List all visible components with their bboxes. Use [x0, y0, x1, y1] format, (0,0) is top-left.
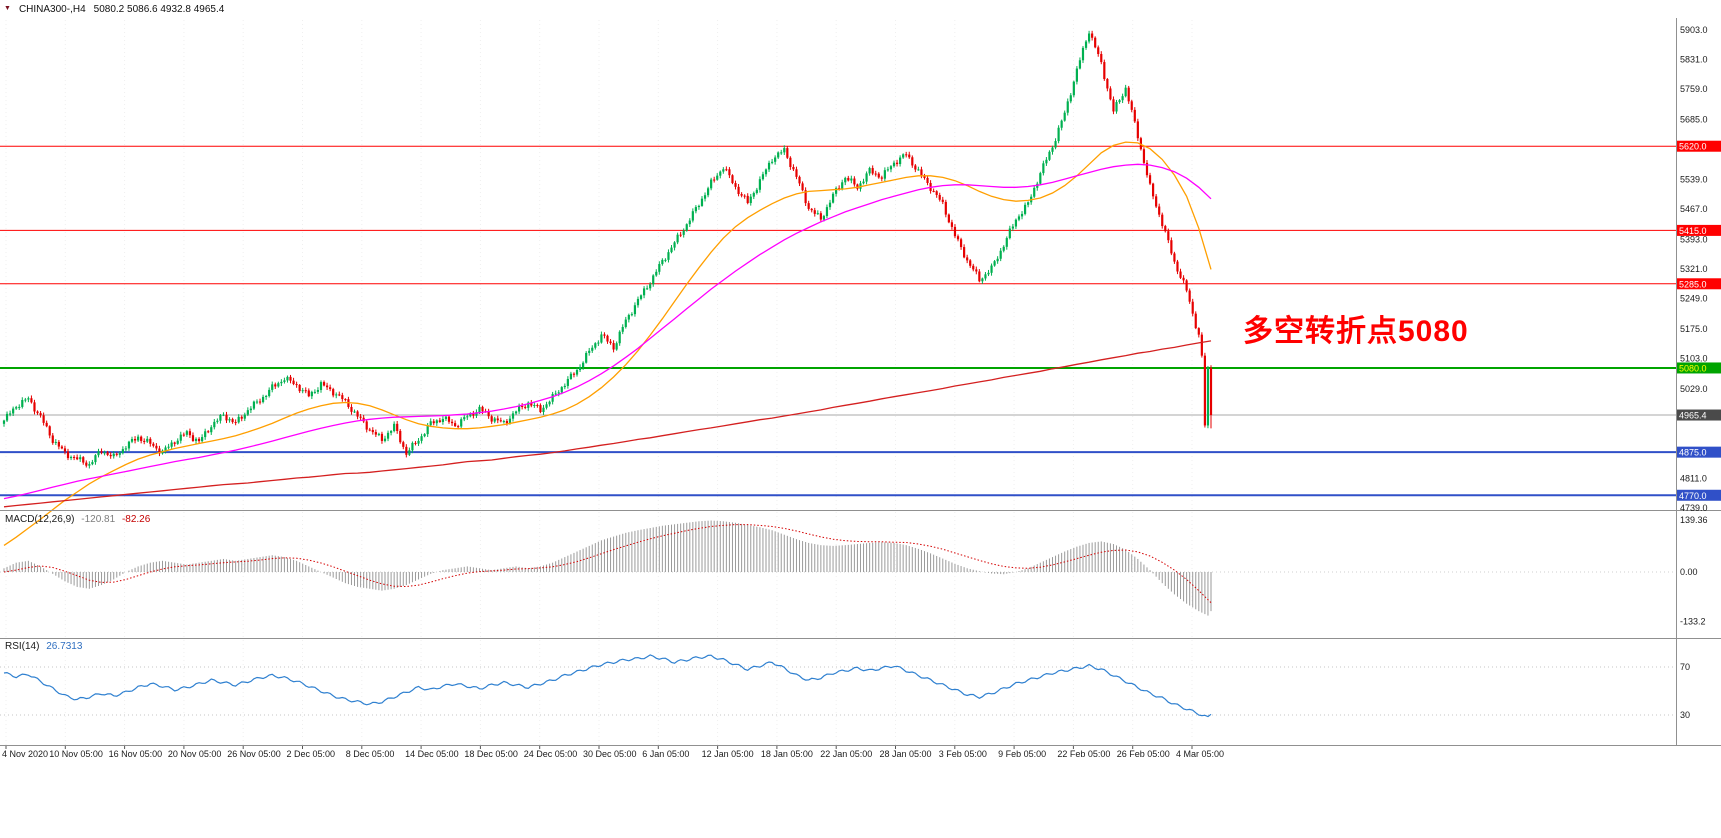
svg-text:16 Nov 05:00: 16 Nov 05:00 — [109, 749, 163, 759]
svg-text:5415.0: 5415.0 — [1679, 226, 1707, 236]
svg-text:6 Jan 05:00: 6 Jan 05:00 — [642, 749, 689, 759]
svg-text:12 Jan 05:00: 12 Jan 05:00 — [702, 749, 754, 759]
svg-text:18 Jan 05:00: 18 Jan 05:00 — [761, 749, 813, 759]
ma-mid — [3, 163, 1212, 500]
svg-text:0.00: 0.00 — [1680, 567, 1698, 577]
ma-slow — [3, 340, 1212, 508]
svg-text:30 Dec 05:00: 30 Dec 05:00 — [583, 749, 637, 759]
svg-text:30: 30 — [1680, 710, 1690, 720]
macd-hist-value: -120.81 — [81, 514, 116, 525]
svg-text:70: 70 — [1680, 662, 1690, 672]
price-axis: 5903.0 5831.0 5759.0 5685.0 5539.0 5467.0 5393… — [1677, 25, 1721, 720]
svg-text:22 Feb 05:00: 22 Feb 05:00 — [1057, 749, 1110, 759]
time-axis[interactable]: 4 Nov 2020 10 Nov 05:00 16 Nov 05:00 20 Nov… — [2, 746, 1224, 759]
svg-text:4811.0: 4811.0 — [1680, 473, 1707, 483]
svg-text:5249.0: 5249.0 — [1680, 294, 1708, 304]
macd-indicator-label: MACD(12,26,9) -120.81 -82.26 — [5, 514, 150, 525]
svg-text:3 Feb 05:00: 3 Feb 05:00 — [939, 749, 987, 759]
rsi-name: RSI(14) — [5, 641, 40, 652]
symbol-timeframe-label: CHINA300-,H4 — [18, 3, 86, 15]
rsi-value: 26.7313 — [46, 641, 83, 652]
svg-text:14 Dec 05:00: 14 Dec 05:00 — [405, 749, 459, 759]
svg-text:5103.0: 5103.0 — [1680, 354, 1708, 364]
svg-text:5620.0: 5620.0 — [1679, 142, 1707, 152]
svg-text:5285.0: 5285.0 — [1679, 279, 1707, 289]
rsi-panel — [0, 654, 1676, 718]
candles — [2, 30, 1213, 469]
macd-signal-value: -82.26 — [121, 514, 151, 525]
svg-text:5903.0: 5903.0 — [1680, 25, 1708, 35]
svg-text:20 Nov 05:00: 20 Nov 05:00 — [168, 749, 222, 759]
svg-text:5175.0: 5175.0 — [1680, 324, 1708, 334]
svg-text:5539.0: 5539.0 — [1680, 174, 1708, 184]
svg-text:139.36: 139.36 — [1680, 515, 1708, 525]
pivot-annotation: 多空转折点5080 — [1243, 315, 1469, 348]
symbol-marker-icon: ▼ — [4, 5, 11, 12]
svg-text:5393.0: 5393.0 — [1680, 234, 1708, 244]
svg-text:26 Feb 05:00: 26 Feb 05:00 — [1117, 749, 1170, 759]
svg-text:5321.0: 5321.0 — [1680, 264, 1708, 274]
svg-text:5685.0: 5685.0 — [1680, 115, 1708, 125]
macd-name: MACD(12,26,9) — [5, 514, 75, 525]
svg-text:8 Dec 05:00: 8 Dec 05:00 — [346, 749, 395, 759]
horizontal-levels — [0, 145, 1676, 497]
rsi-indicator-label: RSI(14) 26.7313 — [5, 641, 82, 652]
grid — [5, 20, 1193, 745]
svg-text:5467.0: 5467.0 — [1680, 204, 1708, 214]
svg-text:4965.4: 4965.4 — [1679, 411, 1707, 421]
svg-text:5759.0: 5759.0 — [1680, 84, 1708, 94]
svg-text:5029.0: 5029.0 — [1680, 384, 1708, 394]
svg-text:28 Jan 05:00: 28 Jan 05:00 — [880, 749, 932, 759]
svg-text:5080.0: 5080.0 — [1679, 363, 1707, 373]
chart-info-bar: ▼ CHINA300-,H4 5080.2 5086.6 4932.8 4965… — [4, 2, 224, 16]
svg-text:10 Nov 05:00: 10 Nov 05:00 — [49, 749, 103, 759]
svg-text:4 Mar 05:00: 4 Mar 05:00 — [1176, 749, 1224, 759]
svg-text:9 Feb 05:00: 9 Feb 05:00 — [998, 749, 1046, 759]
svg-text:4739.0: 4739.0 — [1680, 503, 1708, 513]
macd-panel — [0, 520, 1676, 616]
ohlc-readout: 5080.2 5086.6 4932.8 4965.4 — [93, 3, 225, 15]
svg-text:4 Nov 2020: 4 Nov 2020 — [2, 749, 48, 759]
svg-text:5831.0: 5831.0 — [1680, 55, 1708, 65]
svg-text:2 Dec 05:00: 2 Dec 05:00 — [287, 749, 336, 759]
svg-text:-133.2: -133.2 — [1680, 617, 1706, 627]
ma-fast — [3, 141, 1212, 546]
panel-separators — [0, 18, 1721, 746]
svg-text:4770.0: 4770.0 — [1679, 491, 1707, 501]
svg-text:22 Jan 05:00: 22 Jan 05:00 — [820, 749, 872, 759]
svg-text:18 Dec 05:00: 18 Dec 05:00 — [464, 749, 518, 759]
svg-text:4875.0: 4875.0 — [1679, 448, 1707, 458]
svg-text:24 Dec 05:00: 24 Dec 05:00 — [524, 749, 578, 759]
moving-averages — [3, 141, 1212, 546]
svg-text:26 Nov 05:00: 26 Nov 05:00 — [227, 749, 281, 759]
